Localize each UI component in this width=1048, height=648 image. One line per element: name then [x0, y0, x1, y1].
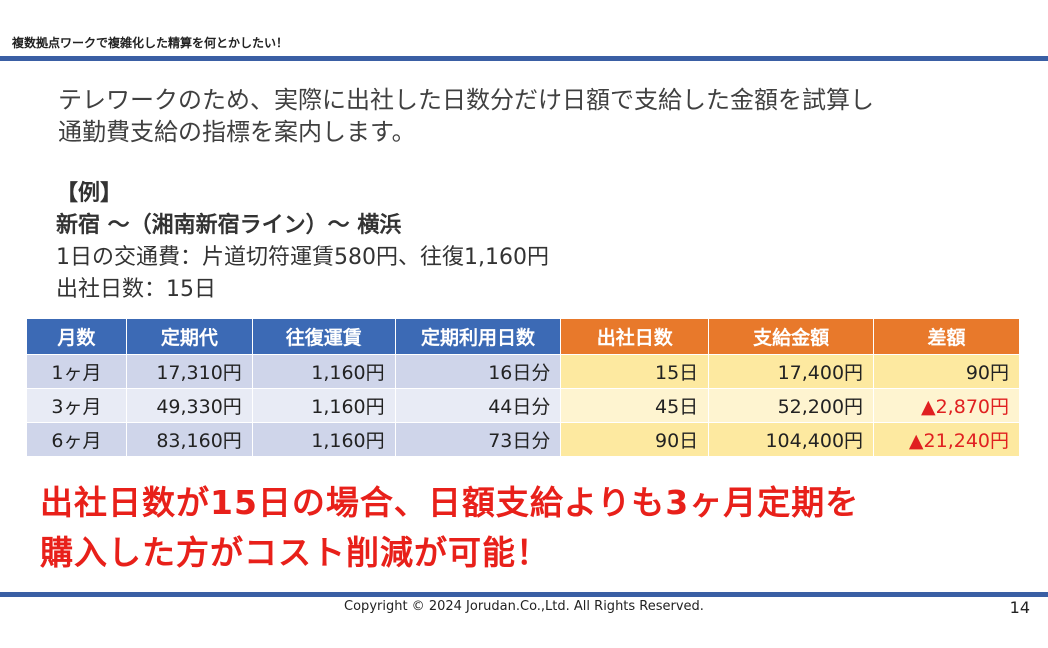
table-row: 3ヶ月 49,330円 1,160円 44日分 45日 52,200円 ▲2,8… [26, 388, 1020, 423]
conclusion-line-2: 購入した方がコスト削減が可能！ [40, 533, 550, 572]
example-block: 【例】 新宿 〜（湘南新宿ライン）〜 横浜 1日の交通費：片道切符運賃580円、… [56, 178, 549, 306]
cell-pass-days: 44日分 [394, 388, 562, 423]
example-fare: 1日の交通費：片道切符運賃580円、往復1,160円 [56, 245, 549, 270]
cell-office-days: 90日 [560, 422, 710, 457]
cell-pass-days: 73日分 [394, 422, 562, 457]
col-header-office-days: 出社日数 [560, 318, 710, 355]
intro-text: テレワークのため、実際に出社した日数分だけ日額で支給した金額を試算し 通勤費支給… [58, 84, 874, 148]
example-days: 出社日数：15日 [56, 277, 216, 302]
conclusion-text: 出社日数が15日の場合、日額支給よりも3ヶ月定期を 購入した方がコスト削減が可能… [40, 478, 859, 578]
fare-comparison-table: 月数 定期代 往復運賃 定期利用日数 出社日数 支給金額 差額 1ヶ月 17,3… [26, 318, 1020, 457]
cell-pass-price: 17,310円 [125, 354, 253, 389]
col-header-payment: 支給金額 [708, 318, 875, 355]
example-tag: 【例】 [56, 181, 123, 206]
cell-payment: 104,400円 [708, 422, 875, 457]
cell-pass-price: 83,160円 [125, 422, 253, 457]
cell-round-trip: 1,160円 [251, 422, 396, 457]
cell-months: 6ヶ月 [26, 422, 127, 457]
col-header-pass-days: 定期利用日数 [394, 318, 562, 355]
intro-line-2: 通勤費支給の指標を案内します。 [58, 118, 416, 146]
cell-round-trip: 1,160円 [251, 388, 396, 423]
cell-office-days: 45日 [560, 388, 710, 423]
cell-difference: ▲2,870円 [873, 388, 1020, 423]
example-route: 新宿 〜（湘南新宿ライン）〜 横浜 [56, 213, 402, 238]
cell-difference: ▲21,240円 [873, 422, 1020, 457]
table-header-row: 月数 定期代 往復運賃 定期利用日数 出社日数 支給金額 差額 [26, 318, 1020, 355]
cell-payment: 17,400円 [708, 354, 875, 389]
table-row: 1ヶ月 17,310円 1,160円 16日分 15日 17,400円 90円 [26, 354, 1020, 389]
copyright-notice: Copyright © 2024 Jorudan.Co.,Ltd. All Ri… [344, 599, 704, 614]
cell-pass-days: 16日分 [394, 354, 562, 389]
cell-payment: 52,200円 [708, 388, 875, 423]
col-header-pass-price: 定期代 [125, 318, 253, 355]
page-number: 14 [1009, 598, 1030, 617]
col-header-round-trip: 往復運賃 [251, 318, 396, 355]
cell-months: 3ヶ月 [26, 388, 127, 423]
table-row: 6ヶ月 83,160円 1,160円 73日分 90日 104,400円 ▲21… [26, 422, 1020, 457]
slide-section-title: 複数拠点ワークで複雑化した精算を何とかしたい！ [12, 36, 289, 50]
col-header-difference: 差額 [873, 318, 1020, 355]
col-header-months: 月数 [26, 318, 127, 355]
cell-office-days: 15日 [560, 354, 710, 389]
bottom-divider [0, 592, 1048, 597]
intro-line-1: テレワークのため、実際に出社した日数分だけ日額で支給した金額を試算し [58, 86, 874, 114]
cell-pass-price: 49,330円 [125, 388, 253, 423]
conclusion-line-1: 出社日数が15日の場合、日額支給よりも3ヶ月定期を [40, 483, 860, 522]
top-divider [0, 56, 1048, 61]
cell-round-trip: 1,160円 [251, 354, 396, 389]
cell-months: 1ヶ月 [26, 354, 127, 389]
cell-difference: 90円 [873, 354, 1020, 389]
